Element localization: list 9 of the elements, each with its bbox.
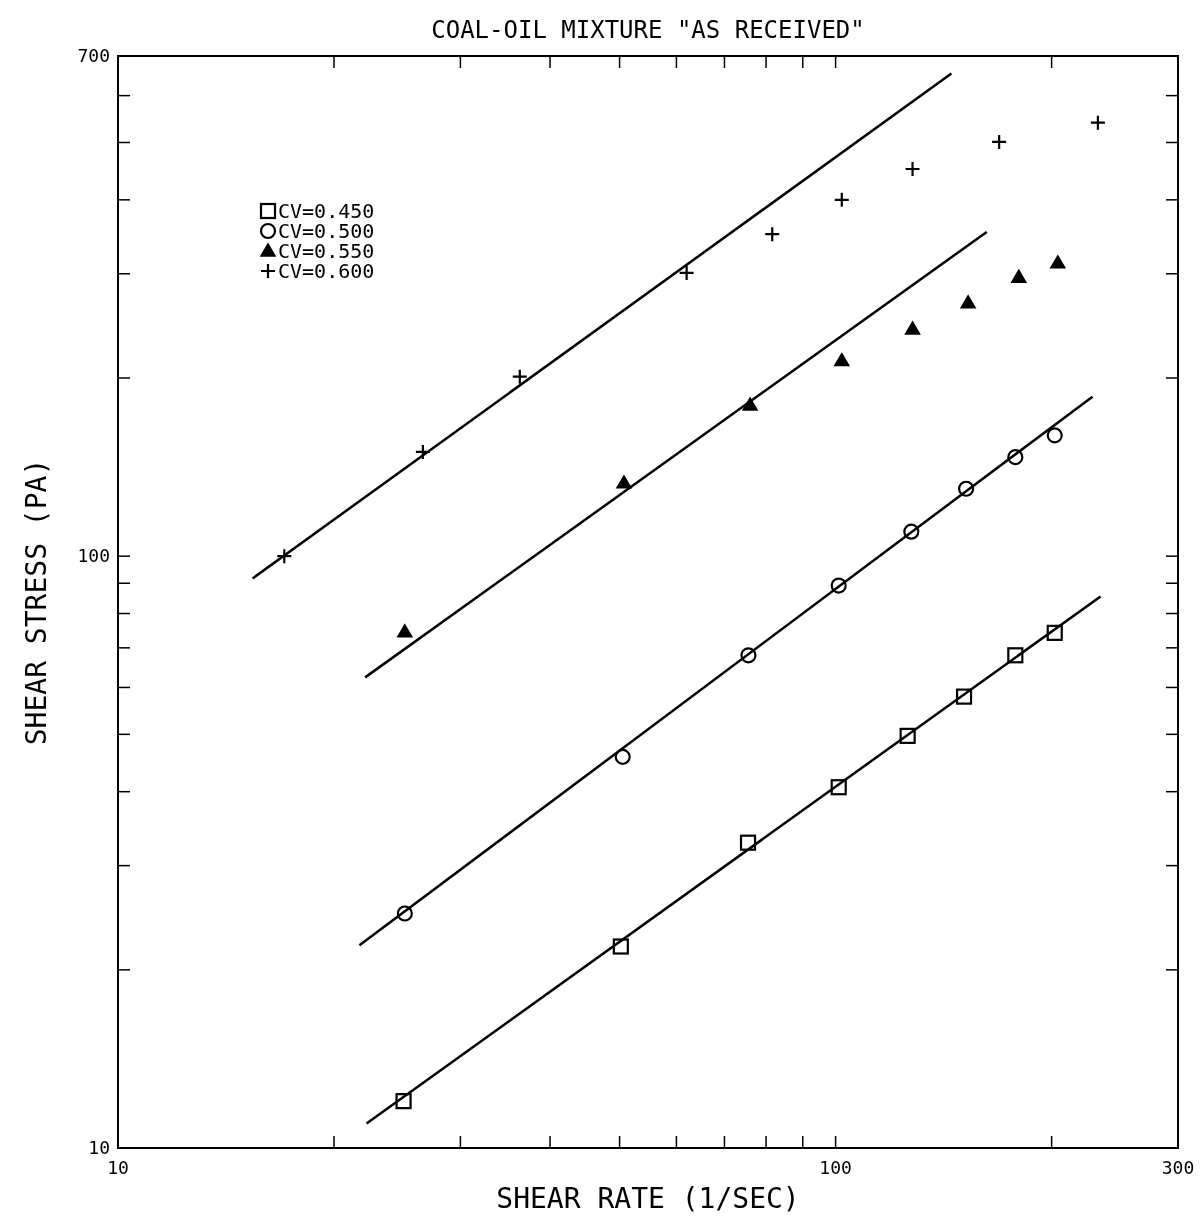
- y-tick-label: 100: [77, 545, 110, 567]
- x-tick-label: 300: [1161, 1157, 1195, 1178]
- chart-title: COAL-OIL MIXTURE "AS RECEIVED": [431, 16, 865, 44]
- x-tick-label: 100: [819, 1157, 852, 1178]
- y-axis-title: SHEAR STRESS (PA): [20, 458, 53, 746]
- y-tick-label: 700: [77, 45, 110, 67]
- y-tick-label: 10: [88, 1137, 110, 1159]
- x-tick-label: 10: [107, 1157, 129, 1178]
- x-axis-title: SHEAR RATE (1/SEC): [496, 1182, 800, 1215]
